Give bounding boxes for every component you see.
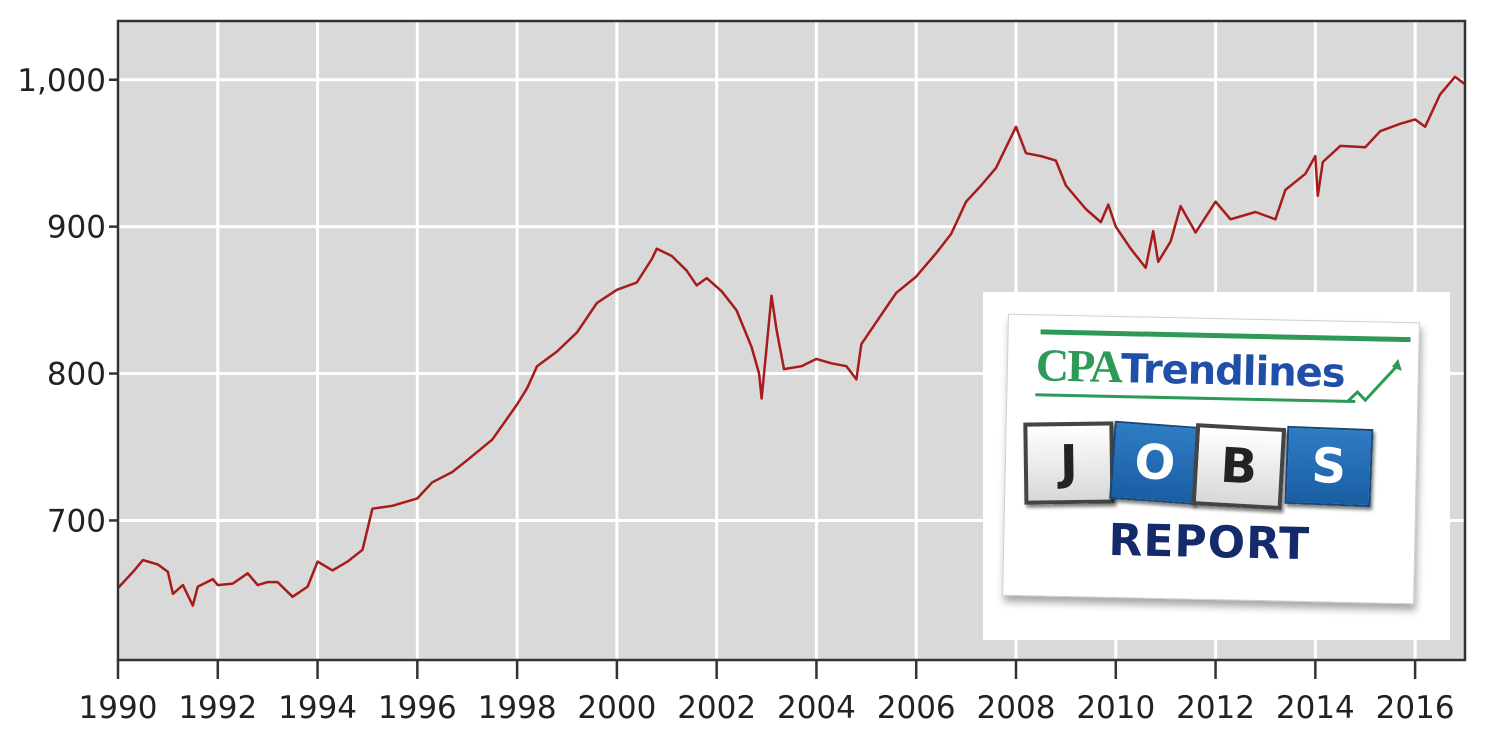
x-tick-label: 1992 — [178, 690, 257, 726]
x-tick-label: 2016 — [1376, 690, 1455, 726]
x-tick-label: 1998 — [478, 690, 557, 726]
y-tick-label: 900 — [47, 210, 106, 246]
x-tick-label: 2000 — [577, 690, 656, 726]
x-tick-label: 2008 — [977, 690, 1056, 726]
data-series — [117, 75, 1466, 607]
x-tick-label: 1990 — [79, 690, 158, 726]
tile-j: J — [1023, 421, 1115, 505]
x-tick-label: 2010 — [1076, 690, 1155, 726]
x-tick-label: 2004 — [777, 690, 856, 726]
brand-trendlines: Trendlines — [1120, 346, 1346, 397]
brand-cpa: CPA — [1035, 339, 1122, 393]
x-tick-label: 2014 — [1276, 690, 1355, 726]
jobs-tiles: J O B S — [1023, 413, 1385, 511]
x-tick-label: 2012 — [1176, 690, 1255, 726]
plot-frame — [116, 19, 1467, 662]
tile-o: O — [1109, 420, 1201, 505]
logo-card: CPATrendlines J O B S REPORT — [1002, 313, 1420, 605]
y-tick-label: 800 — [47, 357, 106, 393]
y-tick-label: 1,000 — [17, 63, 106, 99]
trend-arrow-icon — [1346, 358, 1402, 403]
y-tick-label: 700 — [47, 503, 106, 539]
x-tick-label: 2002 — [677, 690, 756, 726]
x-axis: 1990 1992 1994 1996 1998 2000 2002 2004 2006 2008… — [79, 660, 1455, 726]
tile-s: S — [1284, 425, 1374, 508]
report-label: REPORT — [1107, 514, 1311, 571]
brand-wordmark: CPATrendlines — [1035, 339, 1345, 398]
x-tick-label: 2006 — [877, 690, 956, 726]
tile-b: B — [1191, 423, 1287, 511]
cpa-trendlines-jobs-report-logo: CPATrendlines J O B S REPORT — [983, 292, 1450, 640]
y-axis: 700 800 900 1,000 — [17, 63, 118, 539]
x-tick-label: 1994 — [278, 690, 357, 726]
x-tick-label: 1996 — [378, 690, 457, 726]
